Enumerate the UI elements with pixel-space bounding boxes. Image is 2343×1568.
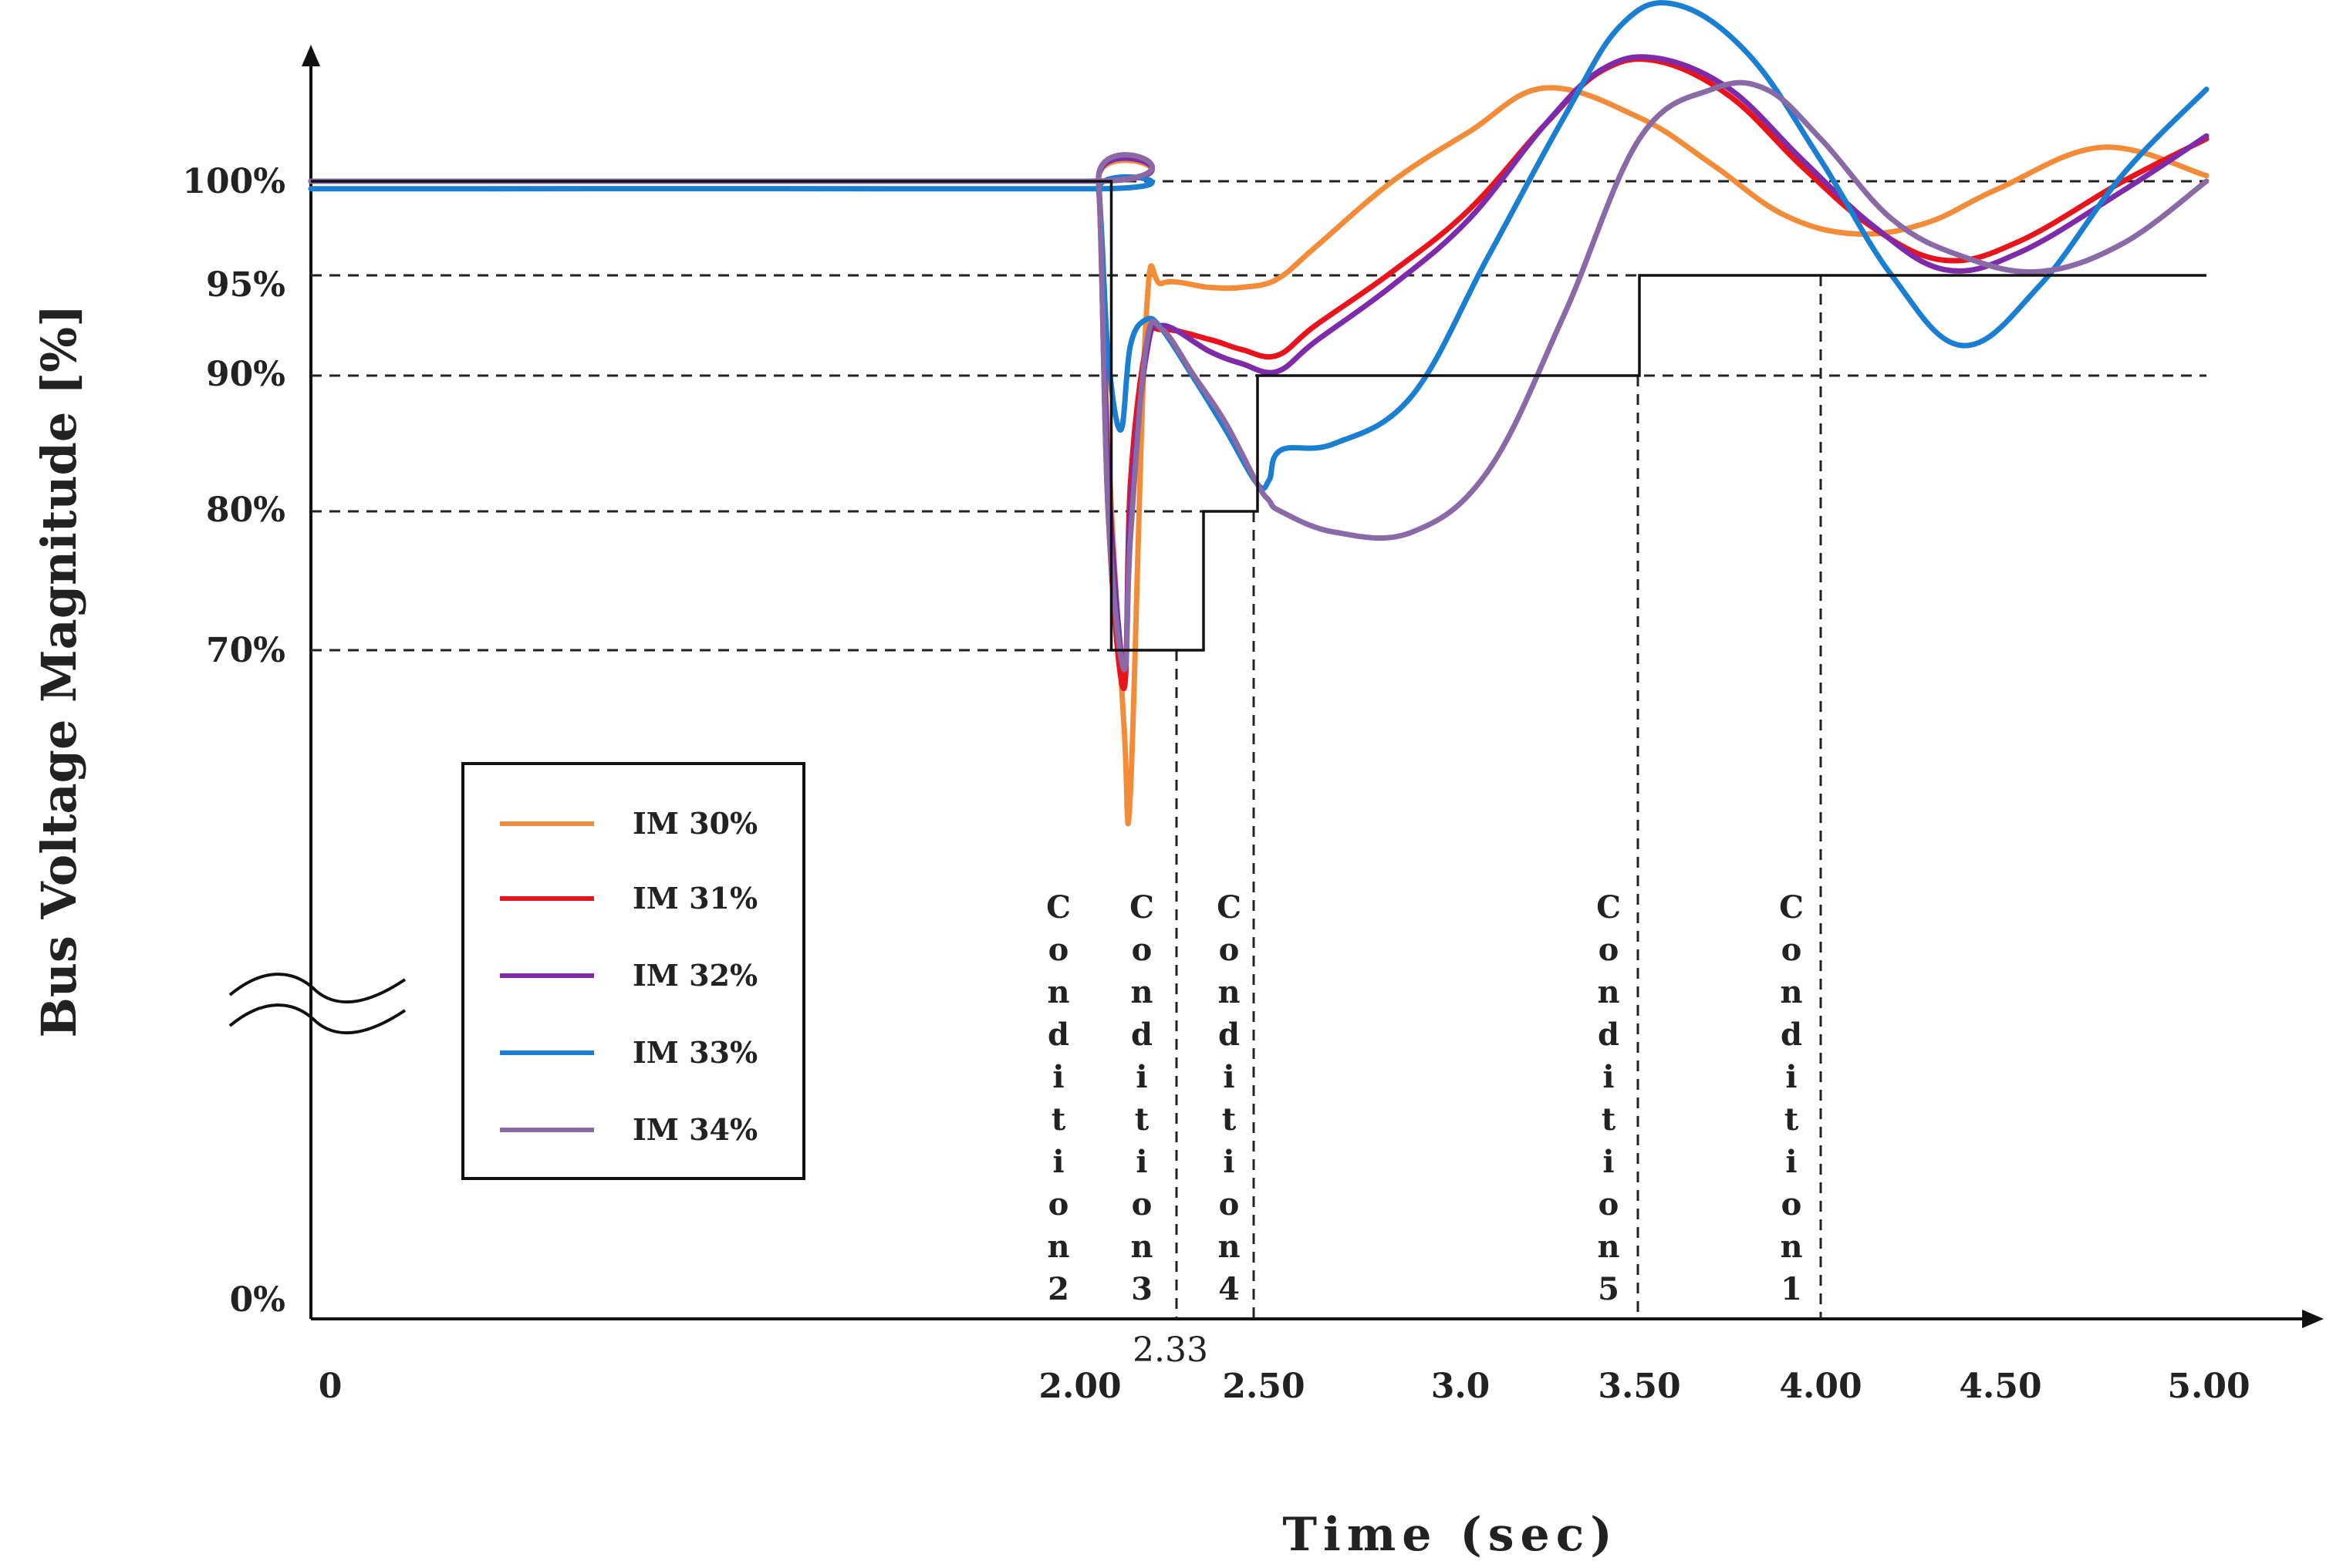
x-tick-3-50: 3.50 (1598, 1367, 1680, 1406)
axis-break-line-top (228, 973, 407, 1004)
legend-label-im-34: IM 34% (633, 1112, 758, 1147)
condition-char: C (1779, 889, 1804, 926)
x-tick-5-00: 5.00 (2167, 1367, 2250, 1406)
legend-label-im-33: IM 33% (633, 1035, 758, 1070)
series-im-31 (308, 56, 2210, 692)
condition-char: 2 (1048, 1271, 1069, 1307)
condition-char: n (1130, 974, 1153, 1010)
condition-char: 1 (1781, 1271, 1802, 1307)
x-tick-2-33: 2.33 (1133, 1330, 1208, 1370)
condition-char: t (1052, 1101, 1066, 1138)
condition-char: n (1780, 974, 1802, 1010)
condition-char: i (1785, 1059, 1797, 1095)
condition-char: o (1048, 1186, 1069, 1222)
legend: IM 30% IM 31% IM 32% IM 33% IM 34% (461, 762, 805, 1180)
condition-char: d (1781, 1017, 1802, 1053)
condition-char: i (1052, 1059, 1064, 1095)
condition-char: o (1048, 932, 1069, 968)
y-tick-70: 70% (206, 631, 285, 670)
condition-char: n (1597, 1229, 1619, 1265)
voltage-limit-curve (311, 180, 2206, 652)
x-axis-title: Time (sec) (1282, 1508, 1618, 1562)
condition-char: i (1602, 1144, 1614, 1180)
condition-char: t (1784, 1101, 1799, 1138)
condition-lines (1175, 275, 1822, 1319)
condition-char: 3 (1131, 1271, 1153, 1307)
condition-char: t (1222, 1101, 1237, 1138)
y-tick-100: 100% (182, 162, 285, 201)
y-tick-labels: 100% 95% 90% 80% 70% 0% (182, 162, 285, 1320)
condition-char: i (1136, 1059, 1147, 1095)
legend-label-im-32: IM 32% (633, 958, 758, 993)
condition-char: d (1131, 1017, 1153, 1053)
legend-label-im-31: IM 31% (633, 881, 758, 916)
condition-char: i (1052, 1144, 1064, 1180)
condition-char: C (1596, 889, 1621, 926)
legend-label-im-30: IM 30% (633, 806, 758, 841)
condition-char: t (1135, 1101, 1150, 1138)
condition-char: i (1785, 1144, 1797, 1180)
condition-char: o (1599, 932, 1619, 968)
condition-char: o (1132, 932, 1153, 968)
condition-char: C (1046, 889, 1071, 926)
condition-char: n (1217, 1229, 1240, 1265)
condition-char: o (1219, 932, 1240, 968)
x-tick-2-50: 2.50 (1222, 1367, 1305, 1406)
legend-box (461, 762, 805, 1180)
condition-char: n (1597, 974, 1619, 1010)
axes (228, 45, 2324, 1328)
condition-char: i (1223, 1144, 1234, 1180)
x-axis-arrow (2302, 1310, 2324, 1328)
series-im-32 (308, 54, 2210, 673)
y-tick-95: 95% (206, 265, 285, 305)
condition-char: i (1602, 1059, 1614, 1095)
condition-char: d (1218, 1017, 1240, 1053)
y-axis-arrow (302, 45, 320, 66)
condition-char: C (1129, 889, 1154, 926)
condition-char: d (1598, 1017, 1619, 1053)
condition-char: o (1781, 932, 1802, 968)
x-tick-3-0: 3.0 (1431, 1367, 1491, 1406)
condition-char: i (1136, 1144, 1147, 1180)
condition-char: d (1048, 1017, 1069, 1053)
condition-char: n (1047, 974, 1069, 1010)
condition-char: o (1781, 1186, 1802, 1222)
condition-char: C (1217, 889, 1241, 926)
series-im-34 (308, 79, 2210, 673)
x-tick-4-50: 4.50 (1959, 1367, 2041, 1406)
condition-char: o (1132, 1186, 1153, 1222)
y-tick-90: 90% (206, 355, 285, 394)
axis-break-line-bottom (228, 1003, 407, 1035)
condition-char: o (1599, 1186, 1619, 1222)
condition-char: n (1780, 1229, 1802, 1265)
condition-char: 5 (1598, 1271, 1619, 1307)
y-tick-80: 80% (206, 491, 285, 530)
x-tick-2-00: 2.00 (1038, 1367, 1121, 1406)
x-tick-4-00: 4.00 (1779, 1367, 1862, 1406)
condition-char: o (1219, 1186, 1240, 1222)
x-tick-labels: 0 2.00 2.50 3.0 3.50 4.00 4.50 5.00 2.33 (319, 1330, 2250, 1406)
y-tick-0: 0% (230, 1280, 285, 1320)
condition-char: i (1223, 1059, 1234, 1095)
condition-char: t (1602, 1101, 1616, 1138)
condition-char: n (1130, 1229, 1153, 1265)
condition-char: n (1047, 1229, 1069, 1265)
condition-char: n (1217, 974, 1240, 1010)
condition-char: 4 (1218, 1271, 1240, 1307)
x-tick-0: 0 (319, 1367, 343, 1406)
y-axis-title: Bus Voltage Magnitude [%] (31, 305, 87, 1038)
